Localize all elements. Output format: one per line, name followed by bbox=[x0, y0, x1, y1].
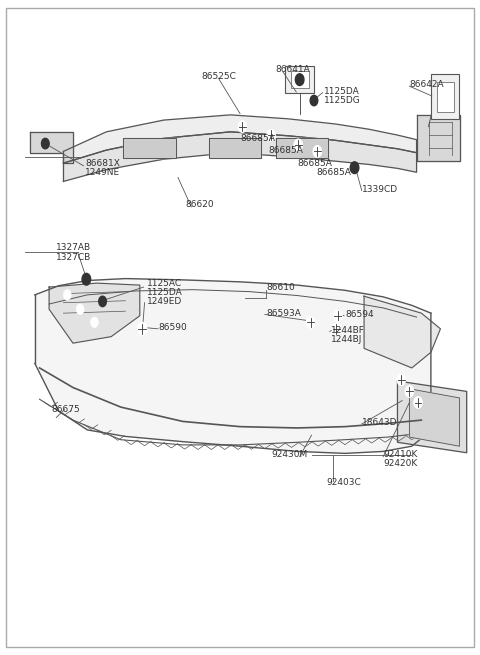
Circle shape bbox=[63, 290, 71, 300]
Circle shape bbox=[137, 322, 147, 335]
Text: 86593A: 86593A bbox=[266, 309, 301, 318]
Circle shape bbox=[99, 296, 107, 307]
Text: 1249ED: 1249ED bbox=[147, 297, 182, 306]
Circle shape bbox=[91, 317, 98, 328]
Text: 86590: 86590 bbox=[159, 323, 188, 332]
Circle shape bbox=[334, 310, 342, 322]
Bar bbox=[432, 75, 459, 119]
Circle shape bbox=[295, 74, 304, 86]
Text: 1125DA: 1125DA bbox=[324, 87, 359, 96]
Text: 1244BJ: 1244BJ bbox=[331, 335, 362, 344]
Text: 1327AB: 1327AB bbox=[56, 244, 91, 252]
Circle shape bbox=[397, 374, 406, 386]
Text: 1125AC: 1125AC bbox=[147, 278, 182, 288]
Text: 18643D: 18643D bbox=[362, 418, 397, 426]
Text: 86642A: 86642A bbox=[409, 81, 444, 89]
Text: 1125DG: 1125DG bbox=[324, 96, 360, 105]
Text: 1327CB: 1327CB bbox=[56, 253, 92, 261]
Text: 86685A: 86685A bbox=[297, 159, 332, 168]
Circle shape bbox=[306, 316, 315, 328]
Text: 92403C: 92403C bbox=[326, 478, 360, 487]
Text: 86675: 86675 bbox=[51, 405, 80, 413]
Circle shape bbox=[332, 323, 341, 335]
Circle shape bbox=[414, 397, 422, 408]
Circle shape bbox=[267, 129, 276, 141]
Text: 86641A: 86641A bbox=[276, 66, 311, 75]
Polygon shape bbox=[63, 132, 417, 181]
Text: 86525C: 86525C bbox=[202, 72, 237, 81]
Circle shape bbox=[405, 386, 414, 398]
Text: 1249NE: 1249NE bbox=[85, 168, 120, 177]
Polygon shape bbox=[63, 115, 417, 163]
Text: 1339CD: 1339CD bbox=[362, 185, 398, 194]
Polygon shape bbox=[209, 138, 262, 158]
Text: 86610: 86610 bbox=[266, 282, 295, 291]
Polygon shape bbox=[30, 132, 73, 163]
Circle shape bbox=[42, 139, 48, 148]
Circle shape bbox=[82, 273, 91, 285]
Circle shape bbox=[294, 139, 302, 151]
Polygon shape bbox=[123, 138, 176, 158]
Polygon shape bbox=[35, 278, 431, 453]
Text: 86685A: 86685A bbox=[240, 134, 275, 143]
Polygon shape bbox=[364, 296, 441, 368]
Text: 86620: 86620 bbox=[185, 200, 214, 210]
Text: 86681X: 86681X bbox=[85, 159, 120, 168]
Polygon shape bbox=[49, 283, 140, 343]
Bar bbox=[290, 71, 309, 88]
Bar bbox=[285, 66, 314, 94]
Bar bbox=[437, 82, 454, 111]
Circle shape bbox=[238, 121, 247, 132]
Circle shape bbox=[310, 96, 318, 105]
Polygon shape bbox=[417, 115, 459, 160]
Polygon shape bbox=[397, 381, 467, 453]
Text: 1125DA: 1125DA bbox=[147, 288, 183, 297]
Circle shape bbox=[76, 304, 84, 314]
Text: 86685A: 86685A bbox=[269, 145, 303, 155]
Text: 92420K: 92420K bbox=[383, 459, 418, 468]
Text: 92410K: 92410K bbox=[383, 450, 418, 459]
Text: 92430M: 92430M bbox=[271, 450, 307, 459]
Text: 1244BF: 1244BF bbox=[331, 326, 364, 335]
Polygon shape bbox=[276, 138, 328, 158]
Circle shape bbox=[313, 145, 322, 157]
Polygon shape bbox=[409, 389, 459, 446]
Text: 86594: 86594 bbox=[345, 310, 373, 319]
Circle shape bbox=[350, 162, 359, 174]
Circle shape bbox=[41, 138, 49, 149]
Text: 86685A: 86685A bbox=[316, 168, 351, 177]
